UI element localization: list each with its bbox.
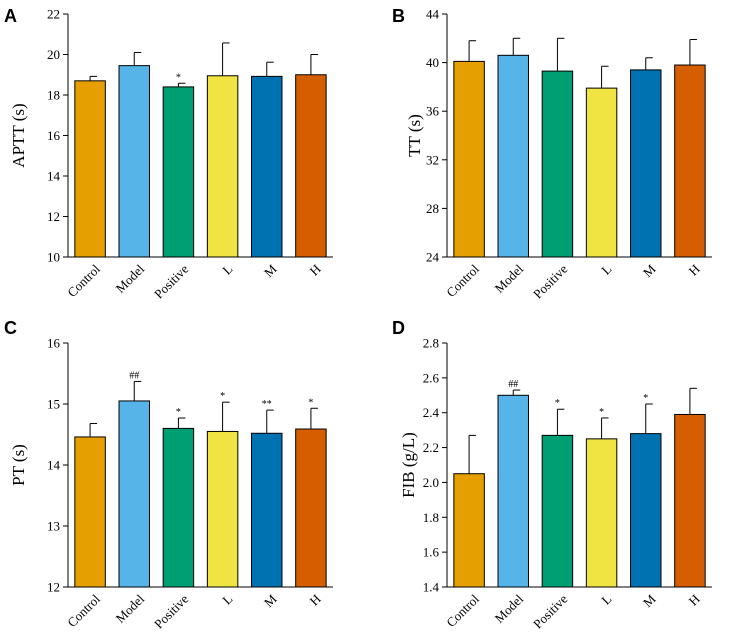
significance-marker: * bbox=[176, 407, 181, 418]
significance-marker: ## bbox=[129, 370, 139, 381]
bar-control bbox=[453, 60, 485, 258]
x-tick-label: L bbox=[598, 261, 614, 277]
y-tick-label: 12 bbox=[47, 209, 60, 224]
x-tick-label: Control bbox=[443, 261, 482, 300]
significance-marker: * bbox=[308, 397, 313, 408]
y-tick-label: 14 bbox=[47, 458, 61, 473]
x-tick-label: Positive bbox=[530, 591, 570, 631]
bar-m bbox=[630, 433, 662, 588]
x-tick-label: H bbox=[307, 591, 324, 608]
y-tick-label: 2.4 bbox=[423, 405, 440, 420]
panel-letter: B bbox=[392, 6, 405, 26]
y-tick-label: 2.6 bbox=[423, 370, 440, 385]
y-axis-title: FIB (g/L) bbox=[399, 432, 418, 498]
bar-m bbox=[251, 75, 283, 258]
x-tick-label: Model bbox=[113, 261, 148, 296]
y-tick-label: 2.8 bbox=[423, 336, 439, 351]
x-tick-label: L bbox=[219, 591, 235, 607]
x-tick-label: Positive bbox=[530, 261, 570, 301]
chart-panel-b: B Control Model Positive L M H 24 28 32 36 40 44 TT (… bbox=[392, 6, 712, 302]
bar-positive bbox=[541, 434, 574, 588]
y-axis-title: TT (s) bbox=[405, 114, 424, 157]
bar-positive bbox=[162, 86, 195, 258]
y-tick-label: 15 bbox=[47, 397, 60, 412]
y-tick-label: 2.0 bbox=[423, 475, 439, 490]
y-tick-label: 1.8 bbox=[423, 510, 439, 525]
y-tick-label: 44 bbox=[426, 7, 440, 22]
bar-positive bbox=[541, 70, 574, 258]
bar-h bbox=[295, 74, 327, 258]
x-tick-label: Control bbox=[64, 591, 103, 630]
significance-marker: * bbox=[599, 407, 604, 418]
x-tick-label: Model bbox=[113, 591, 148, 626]
y-tick-label: 10 bbox=[47, 250, 60, 265]
panel-letter: A bbox=[4, 6, 17, 26]
y-tick-label: 1.4 bbox=[423, 580, 440, 595]
x-tick-label: H bbox=[686, 261, 703, 278]
y-tick-label: 40 bbox=[426, 55, 439, 70]
bar-positive bbox=[162, 427, 195, 588]
y-tick-label: 16 bbox=[47, 336, 61, 351]
chart-panel-d: D Control ## Model * Positive * L * M H 1.4 1.6 1.8 2.… bbox=[392, 318, 712, 632]
x-tick-label: L bbox=[219, 261, 235, 277]
bar-model bbox=[118, 400, 150, 588]
chart-panel-c: C Control ## Model * Positive * L ** M * H 12 13 14 15 1… bbox=[4, 318, 333, 632]
bar-model bbox=[497, 394, 529, 588]
x-tick-label: M bbox=[261, 591, 280, 610]
x-tick-label: Positive bbox=[151, 591, 191, 631]
x-tick-label: Model bbox=[492, 591, 527, 626]
y-tick-label: 36 bbox=[426, 104, 440, 119]
x-tick-label: L bbox=[598, 591, 614, 607]
y-axis-title: APTT (s) bbox=[9, 103, 28, 167]
y-tick-label: 20 bbox=[47, 47, 60, 62]
significance-marker: * bbox=[220, 391, 225, 402]
bar-control bbox=[453, 473, 485, 588]
y-axis-title: PT (s) bbox=[9, 444, 28, 486]
bar-l bbox=[206, 75, 239, 258]
x-tick-label: M bbox=[640, 261, 659, 280]
panel-letter: D bbox=[392, 318, 405, 338]
x-tick-label: H bbox=[686, 591, 703, 608]
y-tick-label: 28 bbox=[426, 201, 439, 216]
chart-panel-a: A Control Model * Positive L M H 10 12 14 16 18 20 22 A… bbox=[4, 6, 333, 302]
y-tick-label: 12 bbox=[47, 580, 60, 595]
significance-marker: ** bbox=[262, 399, 272, 410]
y-tick-label: 18 bbox=[47, 88, 60, 103]
x-tick-label: M bbox=[261, 261, 280, 280]
x-tick-label: H bbox=[307, 261, 324, 278]
y-tick-label: 32 bbox=[426, 152, 439, 167]
bar-m bbox=[251, 432, 283, 588]
y-tick-label: 14 bbox=[47, 169, 61, 184]
y-tick-label: 2.2 bbox=[423, 440, 439, 455]
significance-marker: * bbox=[176, 72, 181, 83]
bar-control bbox=[74, 80, 106, 258]
y-tick-label: 24 bbox=[426, 250, 440, 265]
bar-control bbox=[74, 436, 106, 588]
significance-marker: * bbox=[643, 393, 648, 404]
bar-h bbox=[295, 428, 327, 588]
y-tick-label: 16 bbox=[47, 128, 61, 143]
x-tick-label: M bbox=[640, 591, 659, 610]
x-tick-label: Control bbox=[64, 261, 103, 300]
bar-h bbox=[674, 64, 706, 258]
x-tick-label: Control bbox=[443, 591, 482, 630]
y-tick-label: 1.6 bbox=[423, 545, 440, 560]
bar-l bbox=[206, 430, 239, 588]
bar-h bbox=[674, 413, 706, 588]
x-tick-label: Positive bbox=[151, 261, 191, 301]
bar-m bbox=[630, 69, 662, 258]
bar-l bbox=[585, 87, 618, 258]
panels-group: A Control Model * Positive L M H 10 12 14 16 18 20 22 A… bbox=[4, 6, 712, 632]
bar-l bbox=[585, 438, 618, 588]
y-tick-label: 13 bbox=[47, 519, 60, 534]
bar-model bbox=[497, 54, 529, 258]
panel-letter: C bbox=[4, 318, 17, 338]
bar-model bbox=[118, 65, 150, 258]
significance-marker: ## bbox=[508, 379, 518, 390]
y-tick-label: 22 bbox=[47, 7, 60, 22]
x-tick-label: Model bbox=[492, 261, 527, 296]
significance-marker: * bbox=[555, 398, 560, 409]
